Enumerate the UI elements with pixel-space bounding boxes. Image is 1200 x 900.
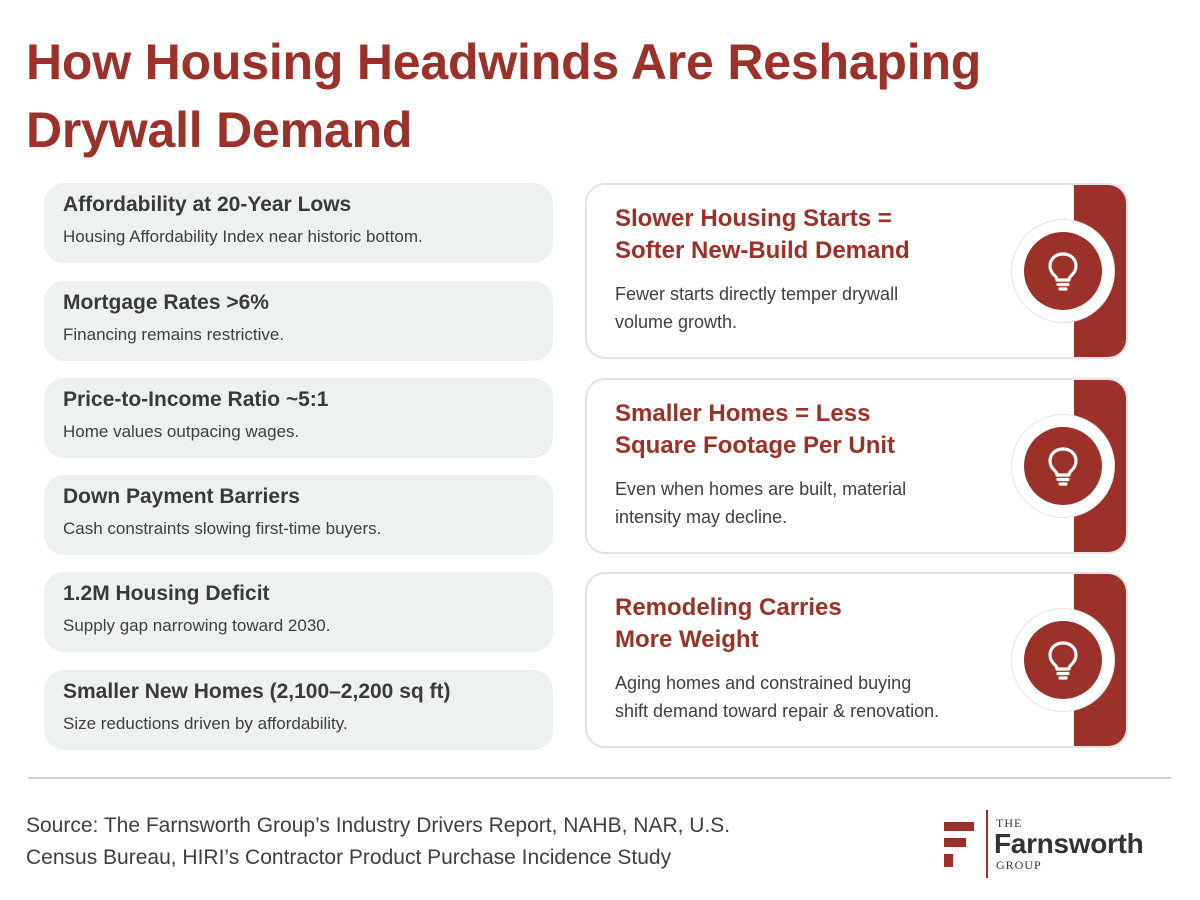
driver-title: Affordability at 20-Year Lows	[63, 193, 352, 216]
icon-badge	[1012, 609, 1114, 711]
driver-card: Mortgage Rates >6% Financing remains res…	[44, 281, 553, 361]
impact-description-line: Fewer starts directly temper drywall	[615, 284, 899, 304]
impact-title-line: Slower Housing Starts =	[615, 205, 892, 232]
driver-card: Price-to-Income Ratio ~5:1 Home values o…	[44, 378, 553, 458]
source-line: Census Bureau, HIRI’s Contractor Product…	[26, 846, 672, 869]
impact-description-line: volume growth.	[615, 312, 738, 332]
driver-description: Home values outpacing wages.	[63, 422, 300, 441]
driver-description: Housing Affordability Index near histori…	[63, 227, 423, 246]
page-title: How Housing Headwinds Are Reshaping Dryw…	[26, 34, 982, 158]
logo-name: Farnsworth	[994, 828, 1144, 859]
driver-description: Supply gap narrowing toward 2030.	[63, 616, 331, 635]
impact-description-line: Even when homes are built, material	[615, 479, 907, 499]
source-line: Source: The Farnsworth Group’s Industry …	[26, 814, 731, 837]
logo-the: THE	[996, 816, 1023, 830]
impact-title: Slower Housing Starts = Softer New-Build…	[615, 203, 995, 267]
impact-title-line: Remodeling Carries	[615, 594, 842, 621]
driver-card: 1.2M Housing Deficit Supply gap narrowin…	[44, 572, 553, 652]
impact-description: Aging homes and constrained buying shift…	[615, 669, 975, 725]
icon-badge	[1012, 415, 1114, 517]
impact-card-smaller-homes: Smaller Homes = Less Square Footage Per …	[585, 378, 1128, 554]
impact-description-line: intensity may decline.	[615, 507, 788, 527]
driver-title: Mortgage Rates >6%	[63, 291, 269, 314]
driver-title: Down Payment Barriers	[63, 485, 300, 508]
impact-card-housing-starts: Slower Housing Starts = Softer New-Build…	[585, 183, 1128, 359]
lightbulb-icon	[1048, 252, 1078, 291]
impact-title-line: Smaller Homes = Less	[615, 400, 871, 427]
impact-title-line: More Weight	[615, 626, 759, 653]
footer-divider	[28, 777, 1171, 779]
source-citation: Source: The Farnsworth Group’s Industry …	[26, 810, 886, 874]
farnsworth-logo: THE Farnsworth GROUP	[942, 810, 1182, 880]
icon-badge-inner	[1024, 427, 1102, 505]
driver-title: Smaller New Homes (2,100–2,200 sq ft)	[63, 680, 451, 703]
impact-title-line: Softer New-Build Demand	[615, 237, 910, 264]
logo-divider	[986, 810, 988, 878]
icon-badge-inner	[1024, 232, 1102, 310]
driver-description: Financing remains restrictive.	[63, 325, 285, 344]
farnsworth-f-mark-icon	[944, 822, 974, 867]
driver-card: Down Payment Barriers Cash constraints s…	[44, 475, 553, 555]
driver-description: Cash constraints slowing first-time buye…	[63, 519, 382, 538]
driver-title: 1.2M Housing Deficit	[63, 582, 270, 605]
icon-badge	[1012, 220, 1114, 322]
impact-description: Fewer starts directly temper drywall vol…	[615, 280, 975, 336]
impact-description: Even when homes are built, material inte…	[615, 475, 975, 531]
logo-group: GROUP	[996, 858, 1042, 872]
driver-title: Price-to-Income Ratio ~5:1	[63, 388, 329, 411]
icon-badge-inner	[1024, 621, 1102, 699]
impact-title: Smaller Homes = Less Square Footage Per …	[615, 398, 995, 462]
driver-description: Size reductions driven by affordability.	[63, 714, 348, 733]
impact-card-remodeling: Remodeling Carries More Weight Aging hom…	[585, 572, 1128, 748]
impact-title: Remodeling Carries More Weight	[615, 592, 995, 656]
impact-title-line: Square Footage Per Unit	[615, 432, 896, 459]
impact-description-line: shift demand toward repair & renovation.	[615, 701, 940, 721]
lightbulb-icon	[1048, 447, 1078, 486]
driver-card: Affordability at 20-Year Lows Housing Af…	[44, 183, 553, 263]
driver-card: Smaller New Homes (2,100–2,200 sq ft) Si…	[44, 670, 553, 750]
impact-description-line: Aging homes and constrained buying	[615, 673, 912, 693]
lightbulb-icon	[1048, 641, 1078, 680]
